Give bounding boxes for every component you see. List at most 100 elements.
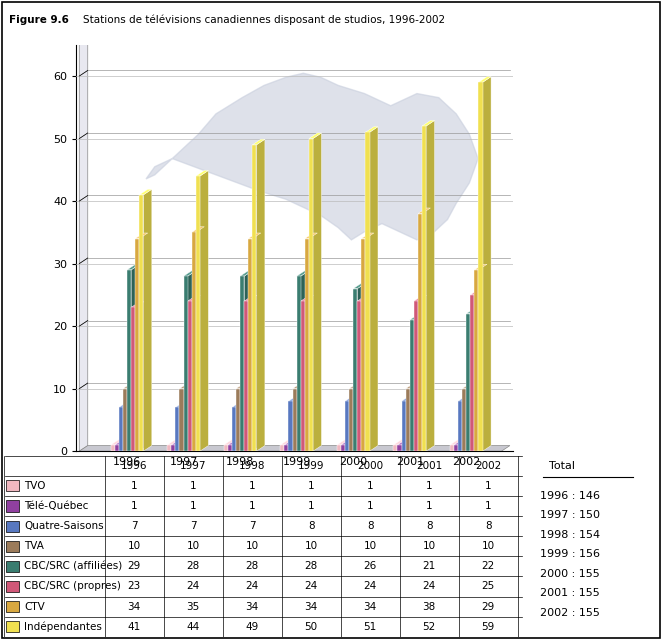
Bar — [301, 301, 305, 451]
Polygon shape — [248, 233, 261, 239]
Polygon shape — [236, 402, 244, 451]
Polygon shape — [345, 439, 354, 451]
Bar — [410, 320, 414, 451]
Bar — [6, 481, 19, 492]
Bar — [119, 408, 123, 451]
Bar — [418, 214, 422, 451]
Text: CBC/SRC (affiliées): CBC/SRC (affiliées) — [24, 561, 122, 572]
Text: 26: 26 — [363, 561, 377, 572]
Polygon shape — [341, 439, 350, 451]
Polygon shape — [297, 271, 309, 276]
Bar — [192, 232, 196, 451]
Text: 1: 1 — [249, 481, 256, 491]
Polygon shape — [479, 77, 491, 83]
Polygon shape — [240, 271, 253, 276]
Text: 1997: 1997 — [180, 461, 207, 471]
Bar — [280, 445, 285, 451]
Polygon shape — [79, 445, 510, 451]
Polygon shape — [450, 439, 463, 445]
Text: 1999 : 156: 1999 : 156 — [540, 549, 600, 559]
Text: 10: 10 — [363, 541, 377, 551]
Bar — [341, 445, 345, 451]
Bar — [357, 301, 361, 451]
Polygon shape — [196, 170, 209, 176]
Bar — [127, 270, 131, 451]
Text: 2000 : 155: 2000 : 155 — [540, 569, 600, 579]
Text: 1999: 1999 — [298, 461, 324, 471]
Polygon shape — [228, 439, 240, 445]
Text: 1998 : 154: 1998 : 154 — [540, 530, 600, 540]
Text: 2001 : 155: 2001 : 155 — [540, 588, 600, 598]
Bar — [337, 445, 341, 451]
Polygon shape — [144, 189, 152, 451]
Polygon shape — [410, 383, 418, 451]
Bar — [236, 388, 240, 451]
Polygon shape — [458, 396, 471, 401]
Bar — [305, 239, 309, 451]
Text: 1: 1 — [367, 501, 373, 511]
Polygon shape — [483, 77, 491, 451]
Polygon shape — [192, 227, 205, 232]
Bar — [131, 307, 135, 451]
Text: 1: 1 — [249, 501, 256, 511]
Polygon shape — [462, 396, 471, 451]
Text: 24: 24 — [187, 582, 200, 591]
Bar — [6, 520, 19, 532]
Polygon shape — [127, 264, 140, 270]
Bar — [139, 195, 144, 451]
Bar — [167, 445, 171, 451]
Text: 1: 1 — [308, 481, 314, 491]
Text: 10: 10 — [482, 541, 495, 551]
Text: 24: 24 — [363, 582, 377, 591]
Text: 38: 38 — [422, 602, 436, 612]
Polygon shape — [252, 233, 261, 451]
Polygon shape — [337, 439, 350, 445]
Polygon shape — [418, 208, 430, 214]
Text: 41: 41 — [128, 621, 141, 632]
Bar — [179, 388, 183, 451]
Text: 29: 29 — [128, 561, 141, 572]
Text: Figure 9.6: Figure 9.6 — [9, 15, 68, 25]
Text: 59: 59 — [482, 621, 495, 632]
Polygon shape — [470, 308, 479, 451]
Text: 28: 28 — [246, 561, 259, 572]
Bar — [353, 289, 357, 451]
Bar — [232, 408, 236, 451]
Text: 1: 1 — [367, 481, 373, 491]
Bar — [365, 132, 369, 451]
Polygon shape — [175, 402, 188, 408]
Text: 35: 35 — [187, 602, 200, 612]
Text: 10: 10 — [187, 541, 200, 551]
Text: 44: 44 — [187, 621, 200, 632]
Polygon shape — [240, 383, 248, 451]
Bar — [466, 314, 470, 451]
Polygon shape — [357, 296, 370, 301]
Polygon shape — [187, 296, 200, 301]
Polygon shape — [305, 233, 317, 239]
Bar — [454, 445, 458, 451]
Polygon shape — [426, 120, 434, 451]
Polygon shape — [466, 308, 479, 314]
Bar — [228, 445, 232, 451]
Text: 34: 34 — [246, 602, 259, 612]
Bar — [252, 145, 256, 451]
Polygon shape — [127, 383, 136, 451]
Polygon shape — [179, 383, 192, 388]
Polygon shape — [192, 296, 200, 451]
Bar — [171, 445, 175, 451]
Text: 1: 1 — [426, 501, 432, 511]
Polygon shape — [454, 439, 467, 445]
Bar — [402, 401, 406, 451]
Bar — [406, 388, 410, 451]
Text: TVA: TVA — [24, 541, 44, 551]
Text: 1: 1 — [190, 481, 197, 491]
Polygon shape — [475, 289, 483, 451]
Bar — [450, 445, 454, 451]
Polygon shape — [353, 283, 365, 289]
Text: 34: 34 — [128, 602, 141, 612]
Polygon shape — [297, 383, 305, 451]
Polygon shape — [119, 402, 132, 408]
Bar — [422, 126, 426, 451]
Bar — [135, 239, 139, 451]
Bar — [183, 276, 187, 451]
